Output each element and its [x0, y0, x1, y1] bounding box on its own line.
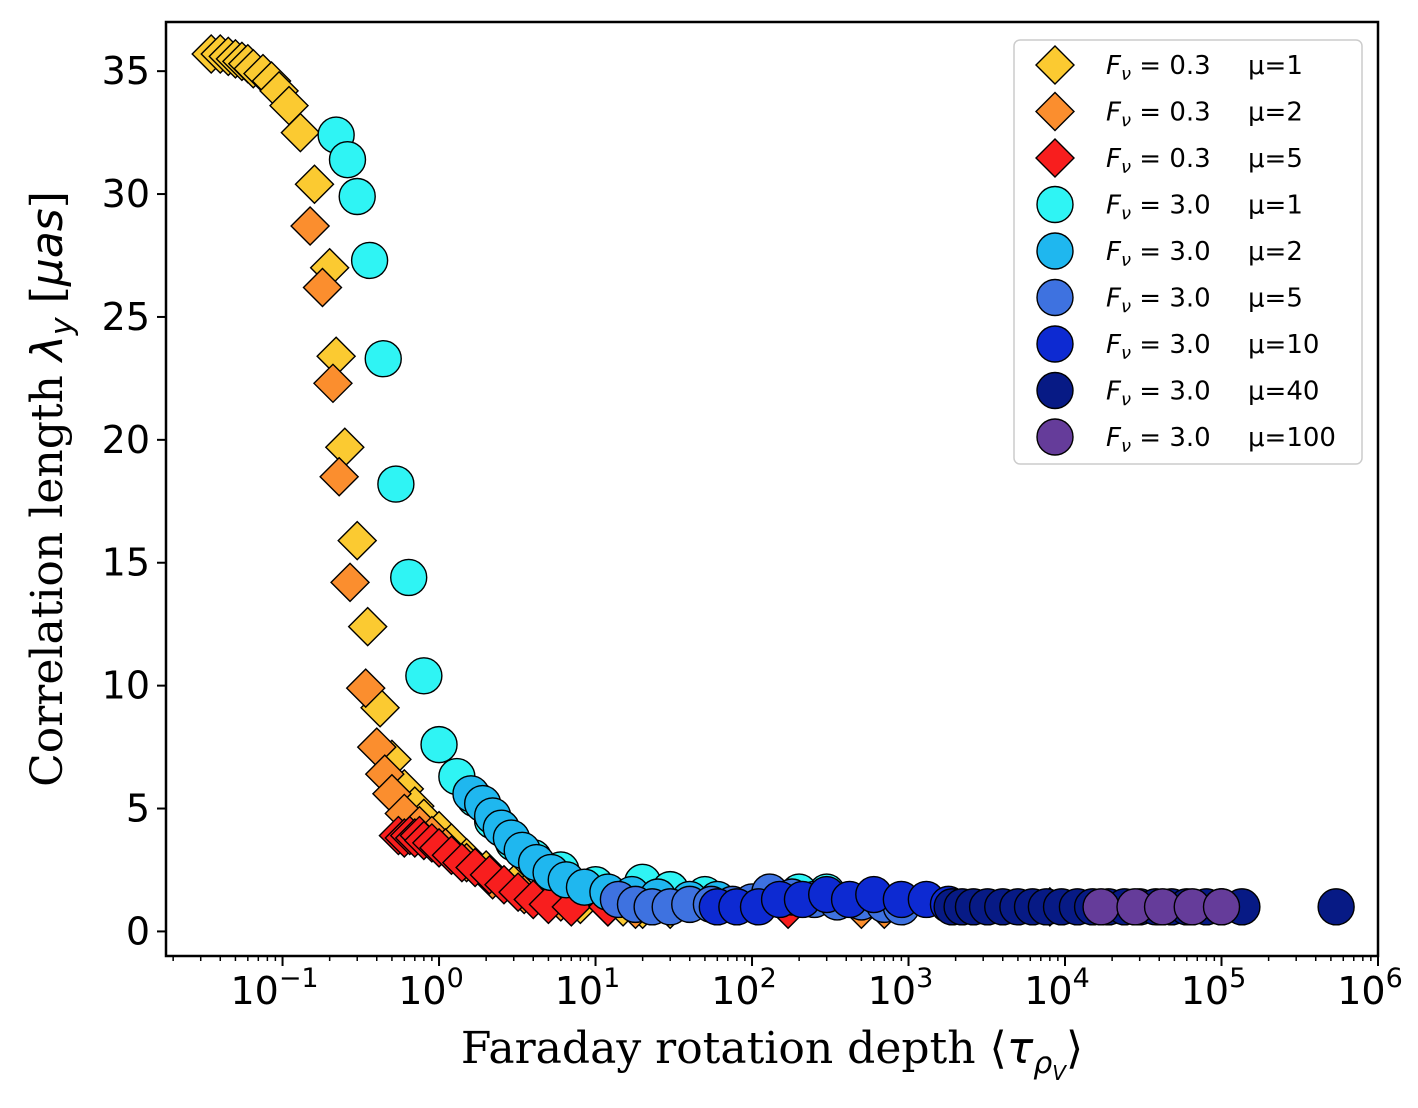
x-tick-label: 103 — [868, 963, 934, 1013]
legend-label: Fν = 0.3 — [1106, 144, 1211, 178]
legend-label: Fν = 3.0 — [1106, 377, 1211, 411]
circle-point — [328, 140, 367, 179]
circle-point — [1202, 888, 1241, 926]
legend-label: Fν = 3.0 — [1106, 330, 1211, 364]
diamond-point — [294, 164, 335, 205]
legend-label: Fν = 3.0 — [1106, 237, 1211, 271]
legend-label: Fν = 3.0 — [1106, 284, 1211, 318]
diamond-point — [337, 520, 378, 561]
legend-entry: Fν = 3.0 μ=5 — [1036, 278, 1303, 318]
legend-entry: Fν = 3.0 μ=10 — [1036, 325, 1319, 364]
circle-point — [1082, 888, 1120, 926]
circle-point — [390, 558, 428, 597]
circle-point — [364, 340, 402, 378]
legend-mu-label: μ=40 — [1248, 377, 1319, 407]
legend-entry: Fν = 3.0 μ=1 — [1036, 185, 1303, 225]
x-tick-label: 105 — [1181, 963, 1247, 1013]
circle-point — [420, 725, 458, 764]
legend-marker — [1036, 325, 1074, 363]
legend-entry: Fν = 3.0 μ=2 — [1036, 232, 1303, 271]
legend-marker — [1035, 45, 1075, 85]
legend-label: Fν = 0.3 — [1106, 98, 1211, 132]
y-tick-label: 15 — [102, 541, 150, 585]
y-tick-label: 10 — [102, 664, 150, 708]
circle-point — [377, 465, 415, 503]
legend-marker — [1036, 185, 1074, 224]
x-tick-label: 106 — [1337, 963, 1403, 1013]
legend-label: Fν = 0.3 — [1106, 51, 1211, 85]
legend-mu-label: μ=2 — [1248, 98, 1303, 128]
legend-mu-label: μ=2 — [1248, 237, 1303, 267]
legend-marker — [1035, 91, 1075, 132]
legend-mu-label: μ=1 — [1248, 51, 1303, 81]
y-tick-label: 30 — [102, 172, 150, 216]
scatter-points — [191, 33, 1355, 930]
legend-box — [1013, 39, 1363, 465]
legend-mu-label: μ=5 — [1248, 284, 1303, 314]
y-tick-label: 0 — [126, 909, 150, 953]
legend-mu-label: μ=10 — [1248, 330, 1319, 360]
diamond-point — [347, 606, 388, 647]
legend-entry: Fν = 0.3 μ=5 — [1035, 138, 1303, 178]
y-tick-label: 5 — [126, 787, 150, 831]
x-axis-label: Faraday rotation depth ⟨τρV⟩ — [461, 1023, 1083, 1085]
legend-entry: Fν = 0.3 μ=1 — [1035, 45, 1303, 85]
x-tick-label: 100 — [398, 963, 464, 1013]
y-axis-label: Correlation length λy [μas] — [22, 191, 80, 787]
legend-entry: Fν = 3.0 μ=40 — [1036, 371, 1319, 411]
diamond-point — [330, 562, 371, 603]
legend-entry: Fν = 3.0 μ=100 — [1036, 418, 1336, 457]
legend-label: Fν = 3.0 — [1106, 423, 1211, 457]
diamond-point — [280, 112, 321, 153]
diamond-point — [290, 206, 331, 246]
x-tick-label: 101 — [555, 963, 621, 1013]
diamond-point — [319, 456, 360, 497]
circle-point — [338, 177, 376, 216]
series-1 — [290, 206, 905, 930]
plot-frame — [164, 20, 1380, 958]
x-tick-label: 104 — [1024, 963, 1090, 1013]
circle-point — [1317, 888, 1355, 926]
legend-marker — [1036, 371, 1074, 410]
series-0 — [191, 33, 691, 930]
circle-point — [405, 657, 443, 695]
x-tick-label: 102 — [711, 963, 777, 1013]
x-tick-label: 10−1 — [230, 963, 318, 1013]
diamond-point — [345, 668, 386, 709]
legend-mu-label: μ=1 — [1248, 191, 1303, 221]
y-axis-ticks: 0 5 10 15 20 25 30 35 — [102, 49, 166, 953]
legend-label: Fν = 3.0 — [1106, 191, 1211, 225]
diamond-point — [312, 363, 353, 404]
legend-mu-label: μ=100 — [1248, 423, 1336, 453]
legend-marker — [1036, 278, 1074, 317]
y-tick-label: 35 — [102, 49, 150, 93]
diamond-point — [324, 427, 365, 468]
diamond-point — [302, 267, 343, 308]
circle-point — [350, 241, 389, 280]
series-8 — [1082, 888, 1241, 926]
legend-entry: Fν = 0.3 μ=2 — [1035, 91, 1303, 132]
legend: Fν = 0.3 μ=1Fν = 0.3 μ=2Fν = 0.3 μ=5Fν = 3.… — [1013, 39, 1363, 465]
y-tick-label: 20 — [102, 418, 150, 462]
y-tick-label: 25 — [102, 295, 150, 339]
x-axis-ticks: 10−1 100 101 102 103 104 105 106 — [172, 956, 1403, 1013]
legend-marker — [1036, 232, 1074, 270]
legend-marker — [1036, 418, 1074, 456]
legend-mu-label: μ=5 — [1248, 144, 1303, 174]
legend-marker — [1035, 138, 1075, 178]
